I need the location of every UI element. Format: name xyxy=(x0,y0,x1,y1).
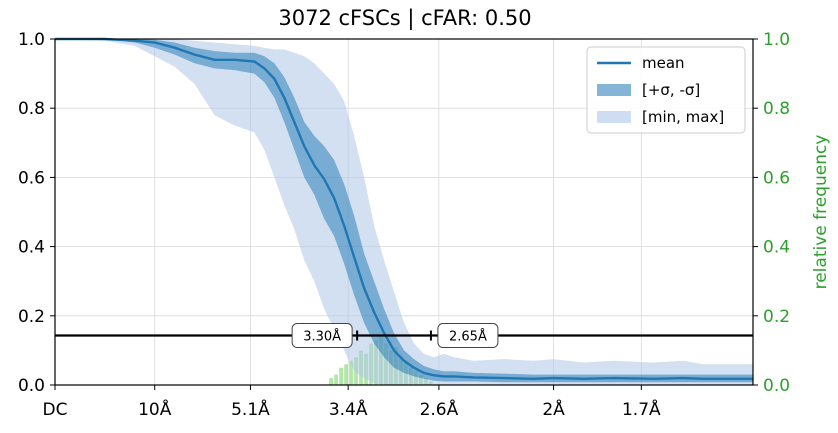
y-right-tick-label: 0.8 xyxy=(763,99,790,119)
x-tick-label: 2Å xyxy=(542,398,565,420)
plot-frame xyxy=(54,38,754,386)
x-tick-label: 10Å xyxy=(138,398,172,420)
y-right-axis-ticks: 0.0 0.2 0.4 0.6 0.8 1.0 xyxy=(753,30,790,396)
series-lines xyxy=(55,37,753,381)
x-axis-ticks: DC 10Å 5.1Å 3.4Å 2.6Å 2Å 1.7Å xyxy=(43,385,661,420)
histogram-bar xyxy=(349,360,353,385)
legend: mean [+σ, -σ] [min, max] xyxy=(586,46,746,134)
chart-title: 3072 cFSCs | cFAR: 0.50 xyxy=(278,6,531,31)
y-tick-label: 0.2 xyxy=(18,307,45,327)
annotation-box xyxy=(437,323,499,349)
histogram-bar xyxy=(339,367,343,385)
annotation-box xyxy=(291,323,353,349)
legend-label: [+σ, -σ] xyxy=(642,81,700,99)
x-tick-label: 3.4Å xyxy=(329,398,368,420)
y-right-tick-label: 0.2 xyxy=(763,307,790,327)
histogram-bar xyxy=(329,378,333,385)
y-tick-label: 1.0 xyxy=(18,30,45,50)
y-right-tick-label: 0.6 xyxy=(763,168,790,188)
x-tick-label: DC xyxy=(43,400,68,420)
x-tick-label: 2.6Å xyxy=(420,398,459,420)
y-right-tick-label: 1.0 xyxy=(763,30,790,50)
histogram-bar xyxy=(334,374,338,385)
annotation-label: 3.30Å xyxy=(303,329,341,345)
y-tick-label: 0.8 xyxy=(18,99,45,119)
y-tick-label: 0.6 xyxy=(18,168,45,188)
legend-label: [min, max] xyxy=(642,108,724,126)
histogram-bar xyxy=(344,364,348,385)
x-tick-label: 1.7Å xyxy=(622,398,661,420)
y-axis-ticks: 0.0 0.2 0.4 0.6 0.8 1.0 xyxy=(18,30,55,396)
annotation-label: 2.65Å xyxy=(449,329,487,345)
legend-swatch-minmax xyxy=(597,111,631,123)
right-axis-label: relative frequency xyxy=(811,135,831,290)
y-right-tick-label: 0.4 xyxy=(763,238,790,258)
y-right-tick-label: 0.0 xyxy=(763,376,790,396)
threshold-group: 3.30Å 2.65Å xyxy=(55,323,753,349)
y-tick-label: 0.0 xyxy=(18,376,45,396)
x-tick-label: 5.1Å xyxy=(231,398,270,420)
legend-swatch-sigma xyxy=(597,84,631,96)
legend-label: mean xyxy=(642,54,685,72)
y-tick-label: 0.4 xyxy=(18,238,45,258)
mean-line xyxy=(55,37,753,381)
